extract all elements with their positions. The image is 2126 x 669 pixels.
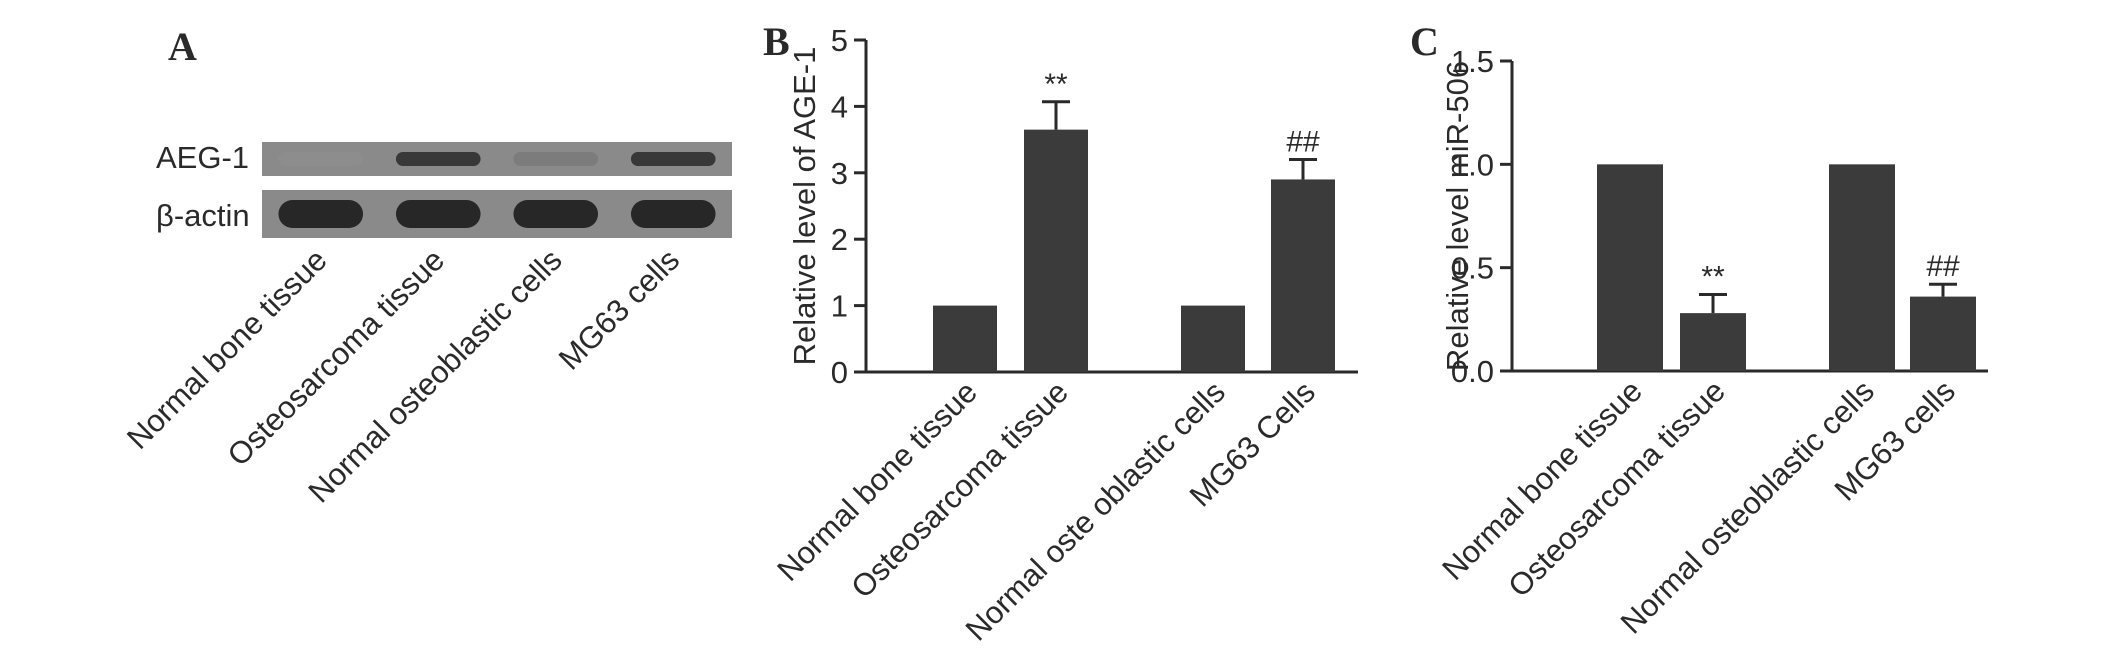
blot-band [513, 200, 599, 228]
chart-c-bar [1680, 313, 1746, 371]
chart-c-bar [1910, 296, 1976, 371]
row-label-aeg1: AEG-1 [156, 140, 249, 175]
blot-image [262, 142, 732, 238]
chart-b-bar [933, 305, 997, 372]
chart-c-significance-label: ** [1701, 261, 1725, 294]
chart-b-y-tick-label: 5 [831, 23, 848, 58]
chart-b-bar [1024, 129, 1088, 372]
lane-label: Osteosarcoma tissue [221, 242, 452, 473]
blot-band [395, 200, 481, 228]
chart-c-y-tick-label: 1.0 [1451, 147, 1494, 182]
row-label-beta-actin: β-actin [156, 198, 250, 233]
chart-b-y-tick-label: 0 [831, 355, 848, 390]
chart-b-y-tick-label: 2 [831, 222, 848, 257]
chart-c-y-tick-label: 0.5 [1451, 251, 1494, 286]
chart-c-bar [1829, 164, 1895, 371]
chart-c-y-tick-label: 1.5 [1451, 44, 1494, 79]
chart-b-y-tick-label: 1 [831, 289, 848, 324]
blot-band [278, 200, 364, 228]
chart-c-y-axis-title: Relative level miR-506 [1440, 61, 1475, 371]
chart-b-y-tick-label: 3 [831, 156, 848, 191]
chart-c-x-tick-label: Normal osteoblastic cells [1614, 373, 1881, 640]
chart-b-significance-label: ## [1286, 126, 1320, 159]
chart-b-bar [1181, 305, 1245, 372]
blot-band [513, 152, 599, 166]
panel-letter-c: C [1410, 19, 1439, 64]
chart-b-y-tick-label: 4 [831, 89, 848, 124]
blot-band [630, 152, 716, 166]
chart-b-x-tick-label: Normal oste oblastic cells [959, 374, 1232, 647]
panel-a-western-blot: A AEG-1 β-actin Normal bone tissueOsteos… [120, 24, 732, 509]
blot-band [395, 152, 481, 166]
chart-b-bar [1271, 179, 1335, 372]
chart-c-significance-label: ## [1926, 250, 1960, 283]
panel-letter-b: B [763, 19, 790, 64]
chart-b-y-axis-title: Relative level of AGE-1 [787, 47, 822, 366]
lane-label: Normal bone tissue [120, 242, 334, 456]
chart-c-bar [1597, 164, 1663, 371]
panel-letter-a: A [168, 24, 197, 69]
lane-label: MG63 cells [552, 242, 686, 376]
chart-b-significance-label: ** [1044, 68, 1068, 101]
chart-c-y-tick-label: 0.0 [1451, 354, 1494, 389]
blot-band [278, 152, 364, 166]
blot-band [630, 200, 716, 228]
